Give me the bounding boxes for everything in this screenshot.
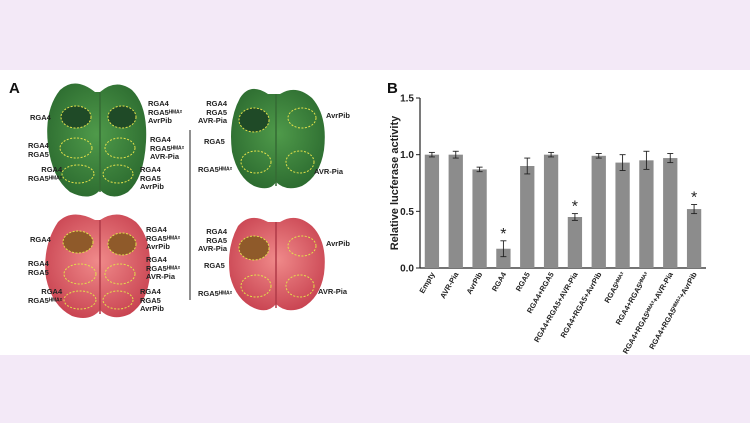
- luciferase-bar-chart: 0.0 0.5 1.0 1.5 Relative lucferase activity E…: [390, 94, 706, 355]
- leaf-label: RGA4 RGA5 AVR-Pia: [198, 99, 228, 125]
- bar: [543, 154, 559, 268]
- leaf-top-right: [231, 88, 325, 189]
- category-label: AVR-Pia: [438, 270, 461, 300]
- leaf-label: RGA4 RGA5 AvrPib: [140, 165, 164, 191]
- figure: A B: [0, 70, 750, 355]
- category-label: RGA5ᴴᴹᴬ²: [602, 270, 627, 304]
- leaf-label: RGA5: [204, 137, 225, 146]
- category-label: AvrPib: [465, 270, 485, 296]
- significance-marker: *: [572, 199, 578, 216]
- leaf-label: RGA4 RGA5: [28, 141, 49, 159]
- bar: [639, 160, 654, 268]
- category-label: RGA5: [514, 271, 532, 294]
- bar: [448, 154, 463, 268]
- leaf-label: RGA4 RGA5ᴴᴹᴬ² AVR-Pia: [146, 255, 181, 281]
- bar: [567, 217, 583, 268]
- leaf-label: RGA4 RGA5ᴴᴹᴬ² AVR-Pia: [150, 135, 185, 161]
- leaf-label: RGA5: [204, 261, 225, 270]
- category-label: Empty: [417, 270, 437, 295]
- bar: [591, 155, 606, 268]
- category-label: RGA4+RGA5ᴴᴹᴬ²+AvrPib: [647, 270, 699, 351]
- bar: [496, 248, 511, 268]
- bar: [663, 158, 678, 268]
- leaf-bottom-left: [45, 214, 151, 318]
- y-tick-label: 1.0: [400, 150, 414, 161]
- bar: [472, 169, 487, 268]
- y-axis-label: Relative lucferase activity: [390, 115, 401, 250]
- category-label: RGA4+RGA5+AVR-Pia: [532, 270, 580, 344]
- bar: [424, 154, 440, 268]
- y-tick-label: 1.5: [400, 94, 414, 105]
- leaf-label: RGA4: [30, 113, 51, 122]
- leaf-label: RGA5ᴴᴹᴬ²: [198, 289, 233, 298]
- leaf-label: RGA4 RGA5: [28, 259, 49, 277]
- leaf-label: RGA4 RGA5ᴴᴹᴬ² AvrPib: [146, 225, 181, 251]
- leaf-label: RGA4 RGA5 AVR-Pia: [198, 227, 228, 253]
- category-label: RGA4: [490, 270, 509, 293]
- leaf-label: AVR-Pia: [318, 287, 348, 296]
- leaf-label: RGA4 RGA5 AvrPib: [140, 287, 164, 313]
- leaf-bottom-right: [229, 217, 325, 311]
- bar: [686, 209, 702, 268]
- bar: [615, 162, 630, 268]
- leaf-label: AvrPib: [326, 111, 350, 120]
- leaf-label: RGA5ᴴᴹᴬ²: [198, 165, 233, 174]
- leaf-label: AVR-Pia: [314, 167, 344, 176]
- y-tick-label: 0.0: [400, 264, 414, 275]
- significance-marker: *: [500, 226, 506, 243]
- bar: [520, 166, 535, 268]
- significance-marker: *: [691, 190, 697, 207]
- leaf-label: RGA4 RGA5ᴴᴹᴬ²: [28, 287, 63, 305]
- panel-letter-a: A: [9, 80, 20, 97]
- leaf-label: RGA4 RGA5ᴴᴹᴬ² AvrPib: [148, 99, 183, 125]
- leaf-label: AvrPib: [326, 239, 350, 248]
- leaf-top-left: [47, 83, 147, 197]
- leaf-infiltration-images: [45, 83, 325, 318]
- leaf-label: RGA4: [30, 235, 51, 244]
- panel-letter-b: B: [387, 80, 398, 97]
- leaf-label: RGA4 RGA5ᴴᴹᴬ²: [28, 165, 63, 183]
- y-tick-label: 0.5: [400, 207, 414, 218]
